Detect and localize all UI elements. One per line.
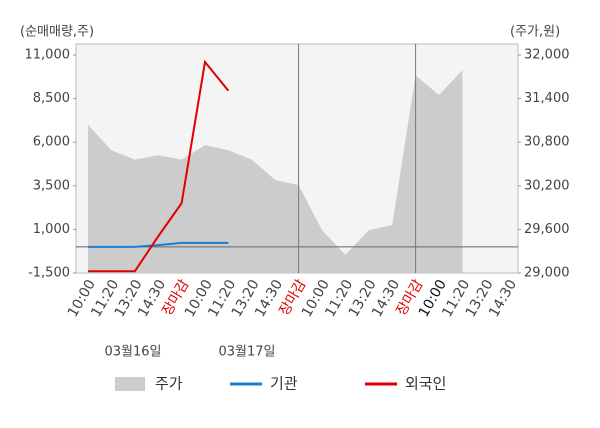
y-axis-label: (순매매량,주) (20, 25, 94, 40)
legend-label: 주가 (155, 375, 183, 393)
date-label: 03월16일 (104, 345, 161, 360)
y2-tick-label: 31,400 (524, 91, 570, 106)
y-tick-label: 11,000 (25, 48, 71, 63)
y2-tick-label: 32,000 (524, 48, 570, 63)
y-tick-label: 3,500 (33, 178, 70, 193)
y2-axis-label: (주가,원) (510, 25, 560, 40)
price-area (88, 70, 463, 273)
y2-tick-label: 30,200 (524, 178, 570, 193)
y2-tick-label: 30,800 (524, 135, 570, 150)
series-line (88, 241, 229, 248)
series-line (88, 59, 230, 273)
legend-label: 외국인 (405, 375, 446, 393)
date-label: 03월17일 (218, 345, 275, 360)
legend-label: 기관 (270, 375, 298, 393)
legend-swatch (115, 377, 145, 391)
y-tick-label: 6,000 (33, 135, 70, 150)
y2-tick-label: 29,000 (524, 266, 570, 281)
y2-tick-label: 29,600 (524, 222, 570, 237)
y-tick-label: 8,500 (33, 91, 70, 106)
y-tick-label: 1,000 (33, 222, 70, 237)
y-tick-label: -1,500 (28, 266, 70, 281)
